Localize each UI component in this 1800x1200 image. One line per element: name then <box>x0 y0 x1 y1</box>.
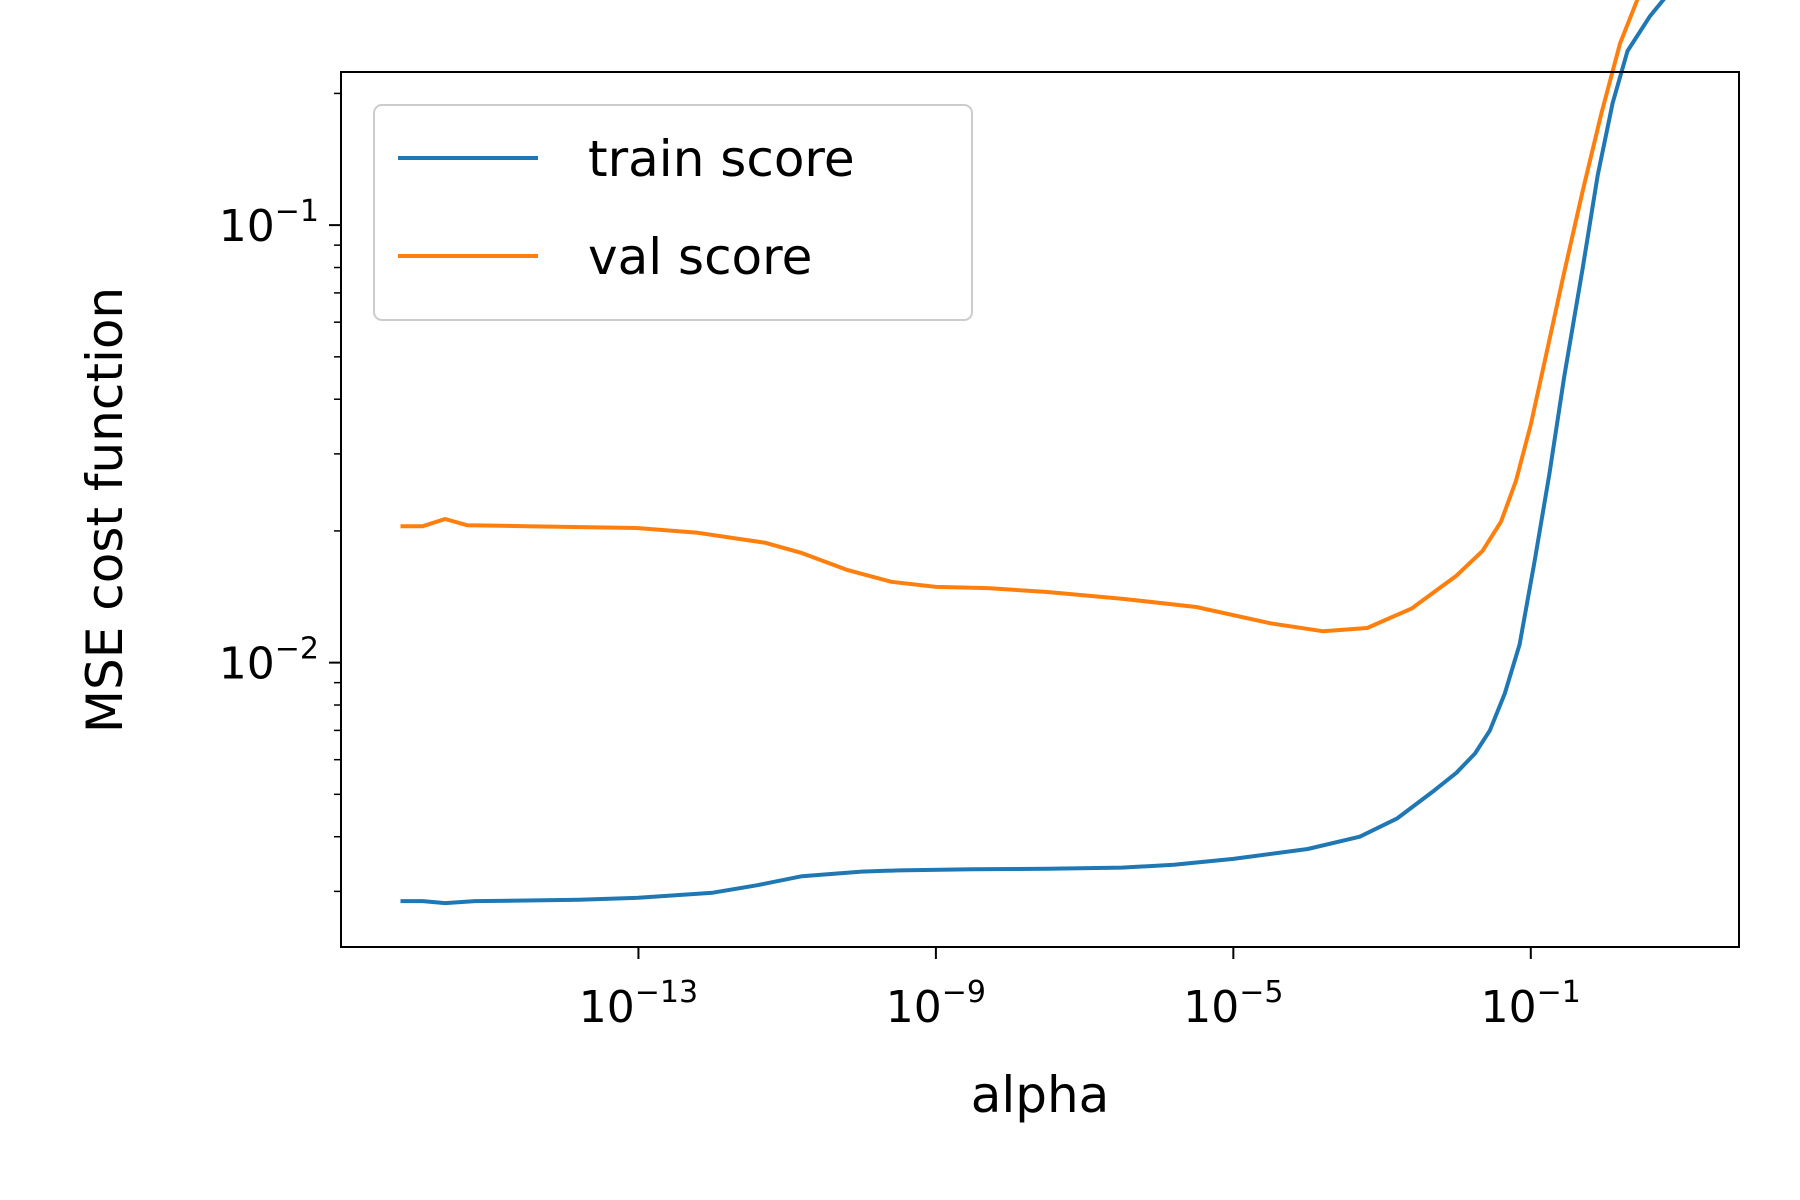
legend-label-train: train score <box>588 130 855 188</box>
y-axis-label: MSE cost function <box>76 287 134 733</box>
x-tick-label-0: 10−13 <box>579 975 698 1033</box>
plot-frame <box>340 71 1740 948</box>
y-tick-label-0: 10−2 <box>219 632 319 690</box>
legend: train score val score <box>373 104 973 321</box>
tick-layer: 10−13 10−9 10−5 10−1 10−2 10−1 <box>219 92 1581 1033</box>
series-layer <box>400 0 1666 906</box>
y-tick-label-1: 10−1 <box>219 194 319 252</box>
x-tick-label-2: 10−5 <box>1183 975 1283 1033</box>
legend-label-val: val score <box>588 228 812 286</box>
x-tick-label-3: 10−1 <box>1481 975 1581 1033</box>
series-line-1 <box>400 0 1640 634</box>
x-axis-label: alpha <box>971 1066 1110 1124</box>
x-tick-label-1: 10−9 <box>886 975 986 1033</box>
series-line-0 <box>400 0 1666 906</box>
